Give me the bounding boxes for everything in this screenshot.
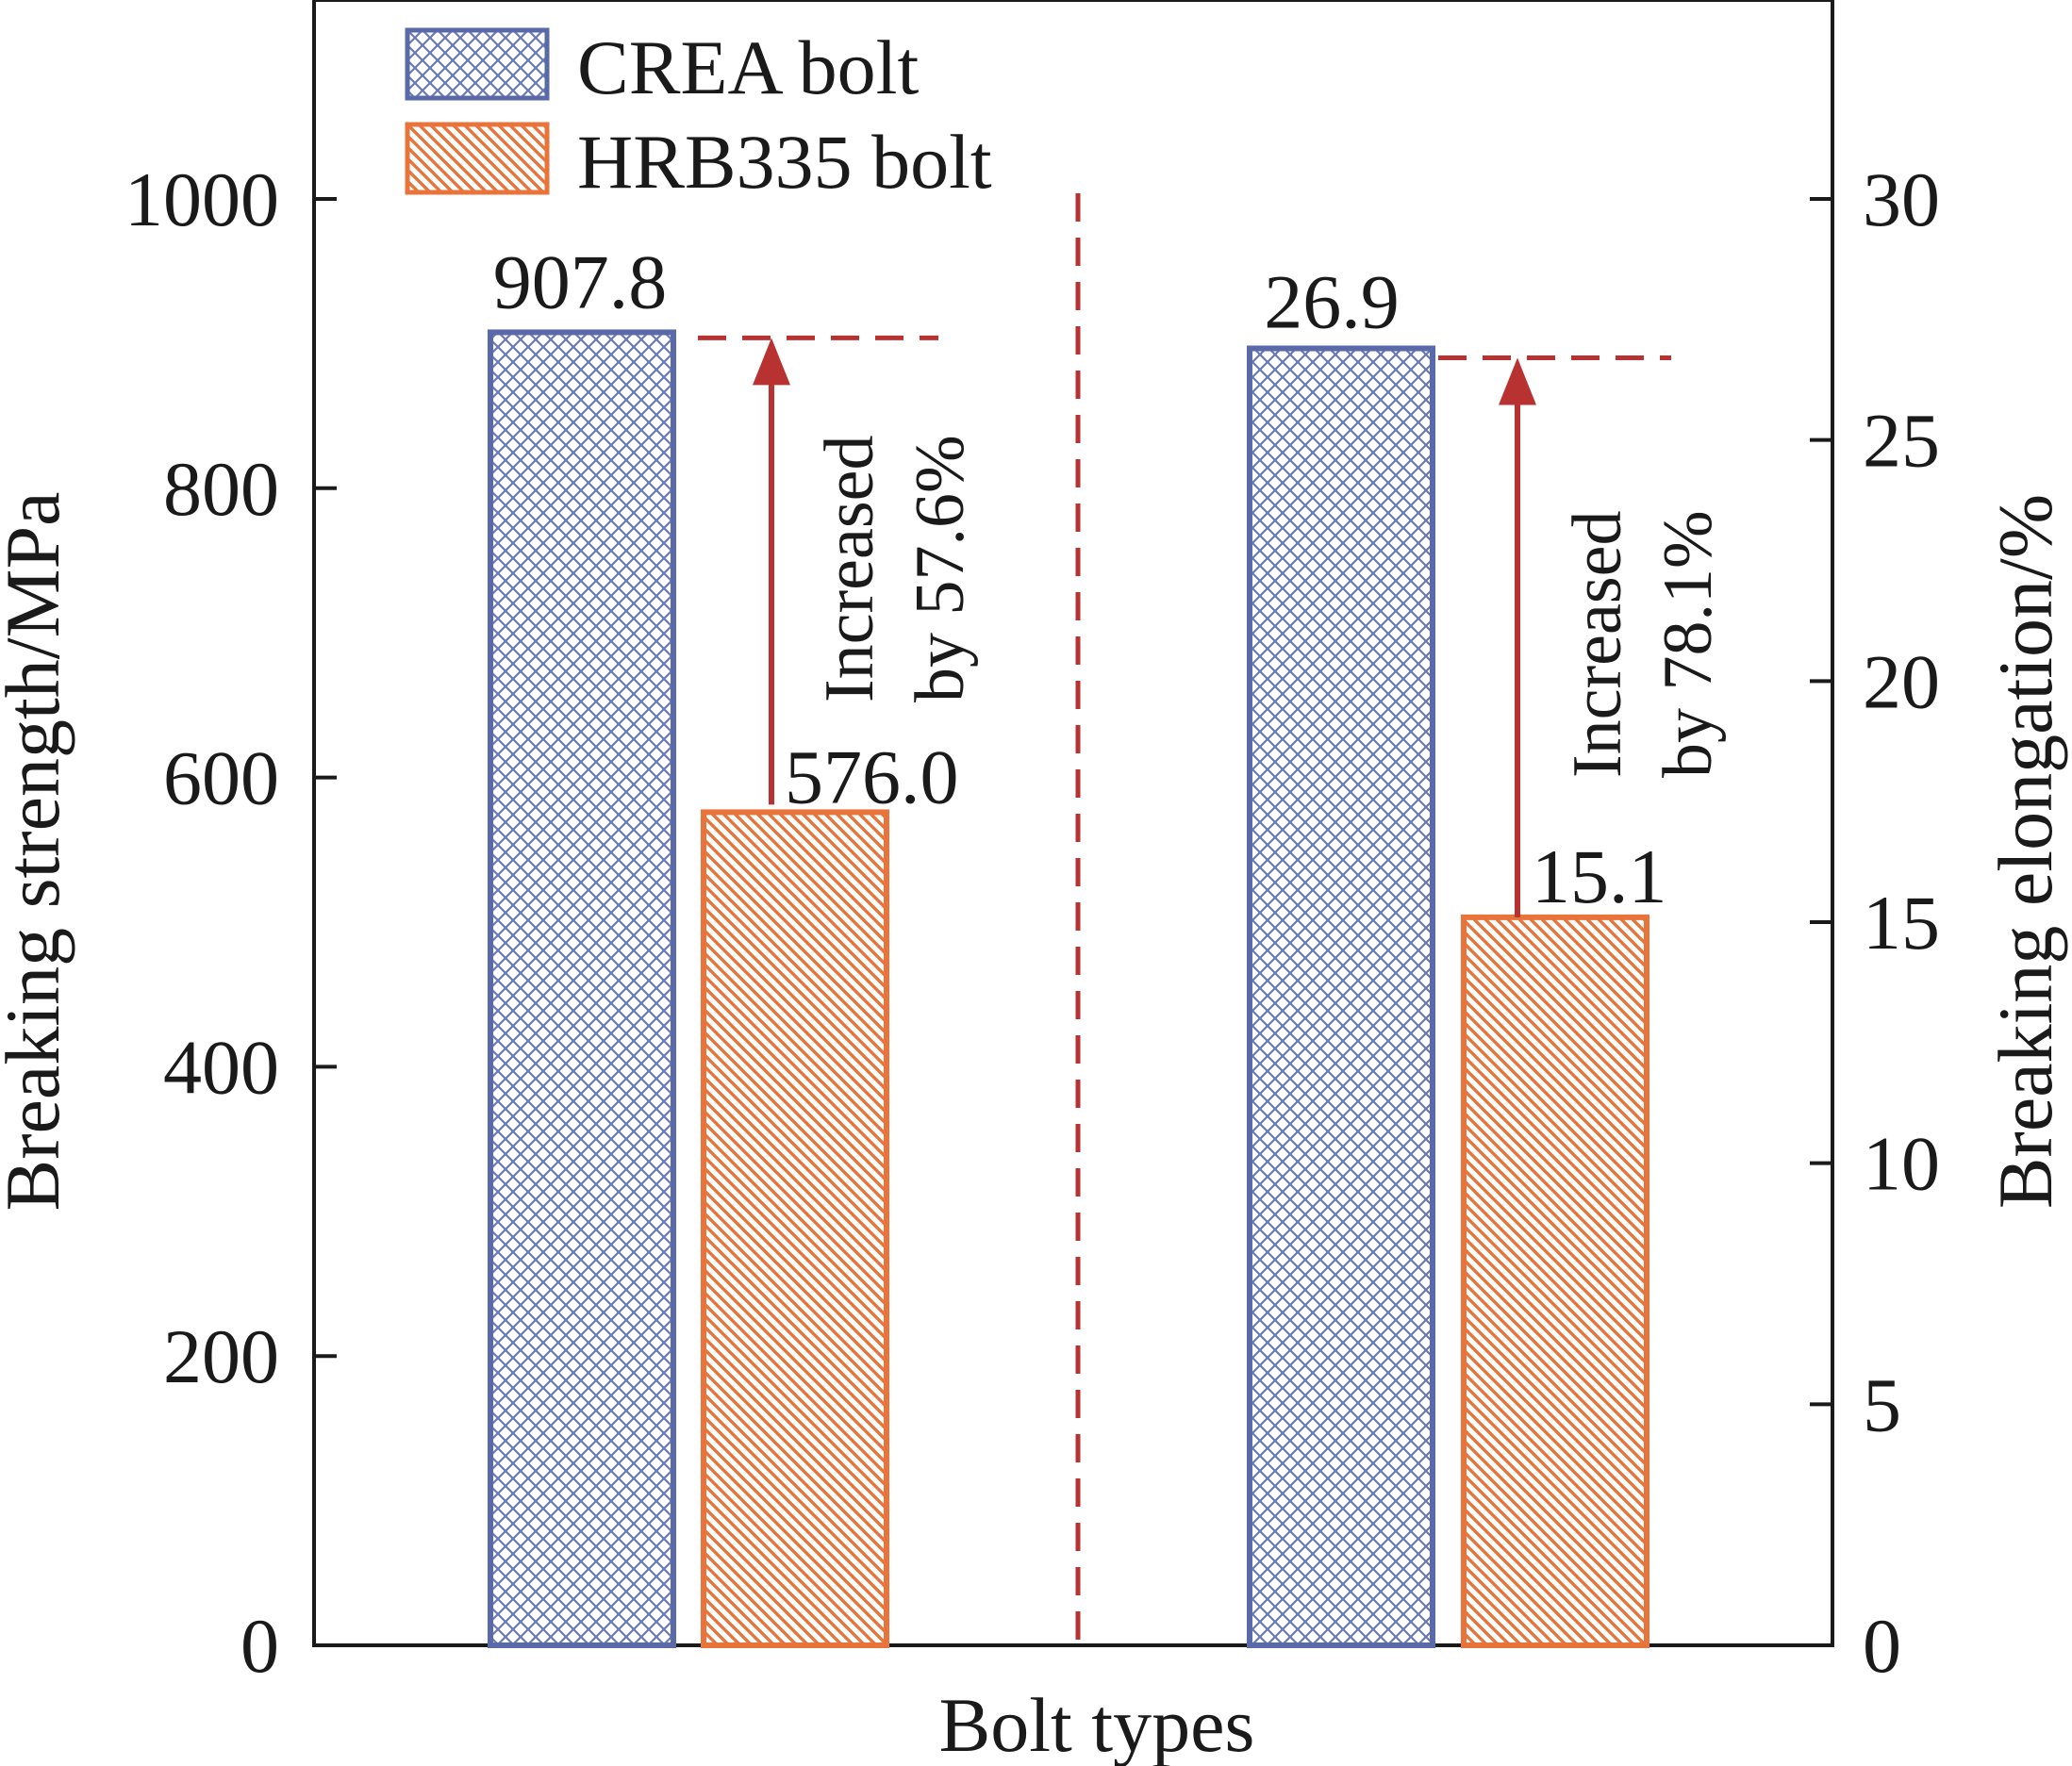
y-axis-left-title: Breaking strength/MPa: [0, 492, 75, 1212]
data-label-crea-elongation: 26.9: [1264, 259, 1400, 345]
right-tick-label-5: 5: [1863, 1362, 1901, 1447]
annotation-strength: Increased by 57.6%: [811, 435, 979, 702]
right-tick-label-20: 20: [1863, 638, 1940, 724]
right-tick-label-25: 25: [1863, 398, 1940, 484]
bar-crea-elongation: [1247, 345, 1435, 1649]
left-tick-label-0: 0: [240, 1603, 279, 1689]
increase-arrow-strength-head: [753, 338, 790, 386]
legend-label-hrb335: HRB335 bolt: [577, 119, 992, 205]
data-label-hrb335-strength: 576.0: [785, 734, 959, 819]
annotation-strength-line1: Increased: [811, 436, 888, 702]
increase-arrow-elongation-head: [1499, 357, 1536, 405]
annotation-elongation-line2: by 78.1%: [1649, 510, 1727, 778]
annotation-elongation: Increased by 78.1%: [1559, 510, 1727, 778]
right-tick-label-10: 10: [1863, 1121, 1940, 1207]
y-axis-right-title: Breaking elongation/%: [1982, 494, 2068, 1209]
legend-swatch-hrb335: [405, 122, 550, 195]
left-tick-label-200: 200: [163, 1313, 279, 1399]
right-tick-label-30: 30: [1863, 157, 1940, 242]
legend-label-crea: CREA bolt: [577, 25, 919, 110]
bar-crea-strength: [488, 329, 676, 1648]
left-tick-label-1000: 1000: [124, 157, 279, 242]
x-axis-title: Bolt types: [939, 1682, 1255, 1766]
plot-frame: [312, 0, 1834, 1647]
legend-swatch-crea: [405, 27, 550, 101]
left-tick-label-600: 600: [163, 735, 279, 821]
right-axis-ticks: 0 5 10 15 20 25 30: [1810, 157, 1940, 1689]
right-tick-label-15: 15: [1863, 880, 1940, 966]
bar-hrb335-elongation: [1461, 914, 1649, 1648]
legend: CREA bolt HRB335 bolt: [405, 25, 992, 205]
bar-hrb335-strength: [701, 809, 889, 1648]
right-tick-label-0: 0: [1863, 1603, 1901, 1689]
left-tick-label-400: 400: [163, 1024, 279, 1110]
left-axis-ticks: 0 200 400 600 800 1000: [124, 157, 337, 1689]
annotation-strength-line2: by 57.6%: [902, 435, 979, 702]
annotation-elongation-line1: Increased: [1559, 511, 1636, 778]
data-label-crea-strength: 907.8: [493, 239, 668, 324]
data-label-hrb335-elongation: 15.1: [1532, 833, 1667, 919]
left-tick-label-800: 800: [163, 446, 279, 532]
